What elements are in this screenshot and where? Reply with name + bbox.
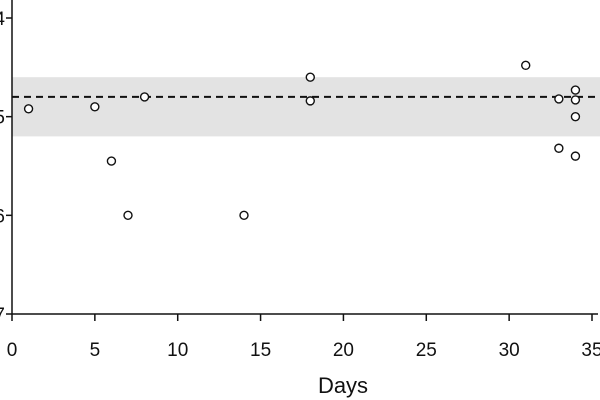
y-tick-label: 5: [0, 108, 5, 129]
x-tick-label: 30: [499, 340, 520, 361]
y-tick-label: 7: [0, 305, 5, 326]
x-axis-title: Days: [318, 373, 368, 398]
data-point: [570, 95, 581, 105]
data-point: [570, 151, 581, 161]
data-point: [570, 85, 581, 95]
data-point: [106, 156, 117, 166]
data-point: [23, 104, 34, 114]
x-tick-label: 15: [250, 340, 271, 361]
x-tick-label: 5: [90, 340, 101, 361]
x-tick-label: 20: [333, 340, 354, 361]
data-point: [570, 111, 581, 122]
x-tick-label: 35: [581, 340, 600, 361]
x-tick-label: 0: [7, 340, 18, 361]
data-point: [123, 210, 133, 221]
y-tick-label: 4: [0, 9, 5, 30]
data-point: [90, 102, 100, 112]
data-point: [139, 92, 150, 102]
x-tick-label: 10: [167, 340, 188, 361]
data-point: [305, 96, 315, 106]
y-tick-label: 6: [0, 206, 5, 227]
data-point: [305, 72, 315, 82]
data-point: [554, 94, 564, 104]
x-tick-label: 25: [416, 340, 437, 361]
data-point: [521, 60, 531, 71]
data-point: [239, 210, 249, 221]
reference-band: [12, 77, 600, 137]
data-point: [554, 143, 564, 153]
